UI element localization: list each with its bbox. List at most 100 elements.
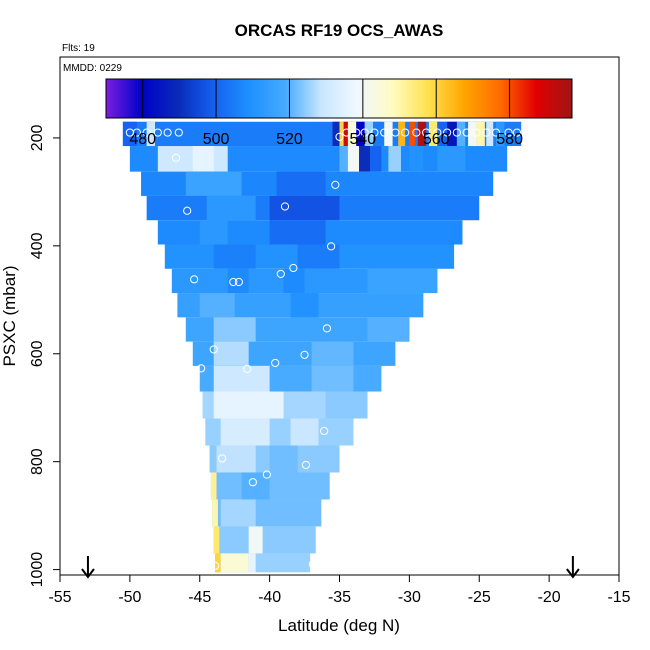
heatmap-cell: [428, 121, 438, 147]
heatmap-cell: [476, 121, 485, 147]
heatmap-cell: [269, 195, 340, 221]
heatmap-cell: [290, 293, 319, 318]
heatmap-cell: [192, 146, 214, 172]
sample-point: [327, 242, 336, 251]
colorbar: 480 500 520 540 560 580: [105, 78, 573, 148]
x-tick-label: -40: [258, 589, 281, 606]
sample-point: [132, 128, 141, 137]
sample-point: [443, 128, 452, 137]
sample-point: [335, 132, 344, 141]
y-tick-label: 800: [29, 448, 46, 475]
heatmap-cell: [370, 146, 382, 172]
heatmap-cell: [364, 121, 374, 147]
heatmap-cell: [220, 499, 256, 527]
sample-point: [276, 269, 285, 279]
sample-point: [412, 128, 421, 137]
heatmap-cell: [212, 499, 218, 527]
sample-point: [209, 345, 218, 354]
sample-point: [211, 561, 220, 570]
colorbar-tick-label: 500: [203, 131, 230, 148]
sample-point: [482, 128, 491, 137]
sample-point: [472, 128, 481, 137]
sample-point: [197, 364, 206, 373]
date-label: MMDD: 0229: [63, 63, 122, 74]
sample-point: [190, 275, 199, 284]
flights-label: Flts: 19: [62, 43, 95, 54]
colorbar-tick-label: 540: [349, 131, 376, 148]
sample-point: [300, 350, 309, 359]
colorbar-tick-label: 520: [276, 131, 303, 148]
sample-point: [229, 277, 238, 287]
heatmap-cell: [213, 244, 256, 269]
heatmap-cell: [356, 121, 365, 147]
sample-point: [163, 128, 172, 137]
heatmap-cell: [367, 268, 438, 294]
chart-title: ORCAS RF19 OCS_AWAS: [235, 21, 444, 40]
heatmap-cell: [227, 268, 249, 294]
heatmap-cell: [384, 121, 393, 147]
heatmap-cell: [216, 445, 256, 473]
heatmap-cell: [437, 121, 448, 147]
sample-point: [202, 475, 211, 485]
sample-point: [280, 202, 290, 211]
sample-point: [248, 478, 257, 487]
heatmap-cell: [311, 365, 354, 392]
sample-point: [462, 128, 471, 137]
sample-point: [320, 426, 329, 436]
sample-point: [352, 128, 361, 137]
x-axis-label: Latitude (deg N): [278, 616, 400, 635]
sample-point: [452, 128, 461, 137]
arrow-head: [81, 568, 95, 579]
sample-point: [331, 180, 340, 189]
heatmap-cell: [347, 121, 357, 147]
colorbar-bar: [105, 78, 573, 119]
sample-point: [218, 454, 227, 463]
heatmap-cell: [343, 121, 348, 147]
heatmap-cell: [210, 472, 330, 500]
x-tick-label: -45: [188, 589, 211, 606]
sample-point: [504, 128, 513, 137]
sample-point: [342, 128, 351, 137]
sample-point: [401, 128, 410, 137]
heatmap-cell: [409, 146, 424, 172]
heatmap-cell: [290, 418, 319, 446]
heatmap-cell: [325, 391, 368, 419]
heatmap-cell: [347, 146, 360, 172]
heatmap-cell: [269, 220, 326, 245]
colorbar-tick-label: 560: [423, 131, 450, 148]
sample-point: [380, 128, 389, 137]
heatmap-cell: [283, 268, 305, 294]
heatmap-cell: [199, 293, 235, 318]
sample-point: [234, 277, 243, 287]
heatmap-cell: [339, 146, 348, 172]
heatmap-cell: [311, 341, 354, 366]
heatmap-cell: [437, 146, 466, 172]
sample-points: [125, 128, 522, 570]
heatmap-cell: [276, 171, 326, 196]
sample-point: [289, 263, 298, 273]
sample-point: [171, 153, 181, 163]
heatmap-cell: [213, 526, 220, 554]
heatmap-cell: [213, 317, 256, 342]
heatmap-cell: [213, 391, 284, 419]
heatmap-cell: [456, 121, 466, 147]
heatmap-cell: [220, 553, 249, 573]
heatmap-cell: [146, 121, 156, 147]
sample-point: [153, 128, 162, 137]
x-tick-label: -20: [538, 589, 561, 606]
sample-point: [322, 324, 332, 333]
heatmap-cell: [359, 146, 371, 172]
heatmap-cell: [367, 317, 410, 342]
y-tick-label: 400: [29, 232, 46, 259]
heatmap-cell: [241, 472, 270, 500]
sample-point: [491, 128, 501, 137]
arrow-head: [566, 568, 580, 579]
x-tick-label: -30: [398, 589, 421, 606]
heatmap-cell: [248, 526, 263, 554]
y-axis: 200 400 600 800 1000: [29, 124, 61, 587]
sample-point: [422, 128, 431, 137]
heatmap-cell: [206, 195, 256, 221]
sample-point: [360, 128, 369, 137]
heatmap-cell: [220, 418, 270, 446]
sample-point: [433, 128, 442, 137]
